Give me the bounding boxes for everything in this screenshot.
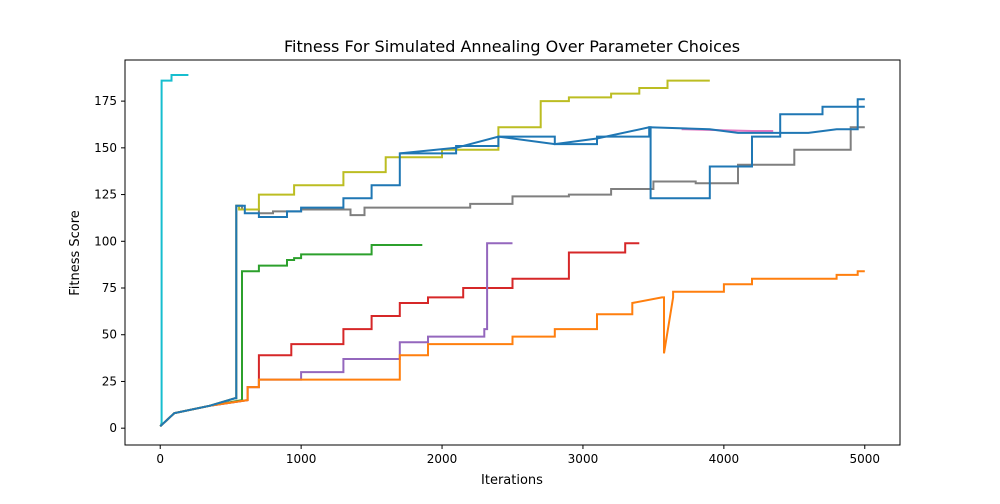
series-line-5 <box>159 270 865 428</box>
y-tick-label: 50 <box>102 328 117 342</box>
series-line-10 <box>399 98 865 155</box>
x-tick-label: 0 <box>156 452 164 466</box>
x-tick-label: 2000 <box>427 452 458 466</box>
y-tick-label: 150 <box>94 141 117 155</box>
y-axis: 0 25 50 75 100 125 150 175 <box>94 94 125 435</box>
series-layer <box>159 74 865 428</box>
y-tick-label: 125 <box>94 188 117 202</box>
y-tick-label: 25 <box>102 374 117 388</box>
x-axis: 0 1000 2000 3000 4000 5000 <box>156 445 880 466</box>
series-line-9 <box>159 105 865 428</box>
x-tick-label: 4000 <box>709 452 740 466</box>
y-tick-label: 175 <box>94 94 117 108</box>
x-tick-label: 3000 <box>568 452 599 466</box>
axes-frame <box>124 59 901 446</box>
y-tick-label: 100 <box>94 234 117 248</box>
y-tick-label: 0 <box>109 421 117 435</box>
y-axis-label: Fitness Score <box>68 210 83 296</box>
x-axis-label: Iterations <box>481 473 543 488</box>
y-tick-label: 75 <box>102 281 117 295</box>
plot-area <box>124 59 901 446</box>
x-tick-label: 5000 <box>849 452 880 466</box>
chart-title: Fitness For Simulated Annealing Over Par… <box>284 37 740 56</box>
x-tick-label: 1000 <box>286 452 317 466</box>
